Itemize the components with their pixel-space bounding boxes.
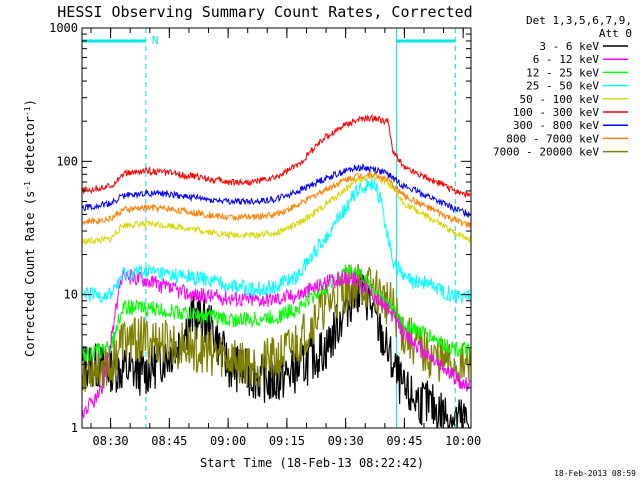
series-line — [81, 264, 471, 363]
series-line — [81, 266, 471, 420]
legend-label: 7000 - 20000 keV — [493, 146, 599, 159]
footer-timestamp: 18-Feb-2013 08:59 — [554, 469, 636, 478]
y-axis-label-part1: Corrected Count Rate (s — [23, 191, 37, 357]
legend-label: 800 - 7000 keV — [506, 132, 599, 145]
y-axis-label: Corrected Count Rate (s-1 detector-1) — [23, 99, 37, 357]
legend-header-1: Det 1,3,5,6,7,9, — [526, 14, 632, 27]
y-axis-label-part2: detector — [23, 116, 37, 181]
series-line — [82, 176, 471, 305]
x-tick-label: 09:45 — [386, 434, 422, 448]
series-line — [81, 163, 471, 219]
y-tick-label: 1 — [71, 421, 78, 435]
y-axis-label-sup2: -1 — [23, 106, 32, 116]
series-line — [81, 113, 471, 199]
x-tick-label: 10:00 — [445, 434, 481, 448]
x-tick-label: 09:15 — [269, 434, 305, 448]
y-axis-label-part3: ) — [23, 99, 37, 106]
series-line — [81, 171, 471, 246]
legend-label: 6 - 12 keV — [533, 53, 600, 66]
y-tick-label: 1000 — [49, 21, 78, 35]
legend-label: 3 - 6 keV — [539, 40, 599, 53]
y-axis: 1 10 100 1000 — [49, 21, 471, 435]
y-tick-label: 10 — [64, 288, 78, 302]
legend-label: 12 - 25 keV — [526, 66, 599, 79]
x-axis-label: Start Time (18-Feb-13 08:22:42) — [200, 456, 424, 470]
series-line — [82, 170, 471, 229]
legend-label: 100 - 300 keV — [513, 106, 599, 119]
legend-label: 25 - 50 keV — [526, 80, 599, 93]
flag-marker-label: N — [152, 34, 159, 47]
series-line — [81, 268, 471, 429]
x-tick-label: 09:30 — [328, 434, 364, 448]
legend-header-2: Att 0 — [599, 27, 632, 40]
plot-frame — [81, 27, 472, 429]
chart-title: HESSI Observing Summary Count Rates, Cor… — [57, 3, 472, 21]
x-tick-label: 08:45 — [151, 434, 187, 448]
plot-area: N 1 10 100 1000 08:30 08:45 09:00 09:15 09:30 09… — [49, 21, 481, 448]
y-axis-label-sup1: -1 — [23, 181, 32, 191]
series-layer — [81, 113, 471, 429]
series-line — [81, 263, 471, 392]
legend-label: 300 - 800 keV — [513, 119, 599, 132]
x-axis: 08:30 08:45 09:00 09:15 09:30 09:45 10:00 — [90, 28, 481, 448]
x-tick-label: 09:00 — [210, 434, 246, 448]
legend-label: 50 - 100 keV — [520, 93, 600, 106]
x-tick-label: 08:30 — [93, 434, 129, 448]
y-tick-label: 100 — [56, 154, 78, 168]
